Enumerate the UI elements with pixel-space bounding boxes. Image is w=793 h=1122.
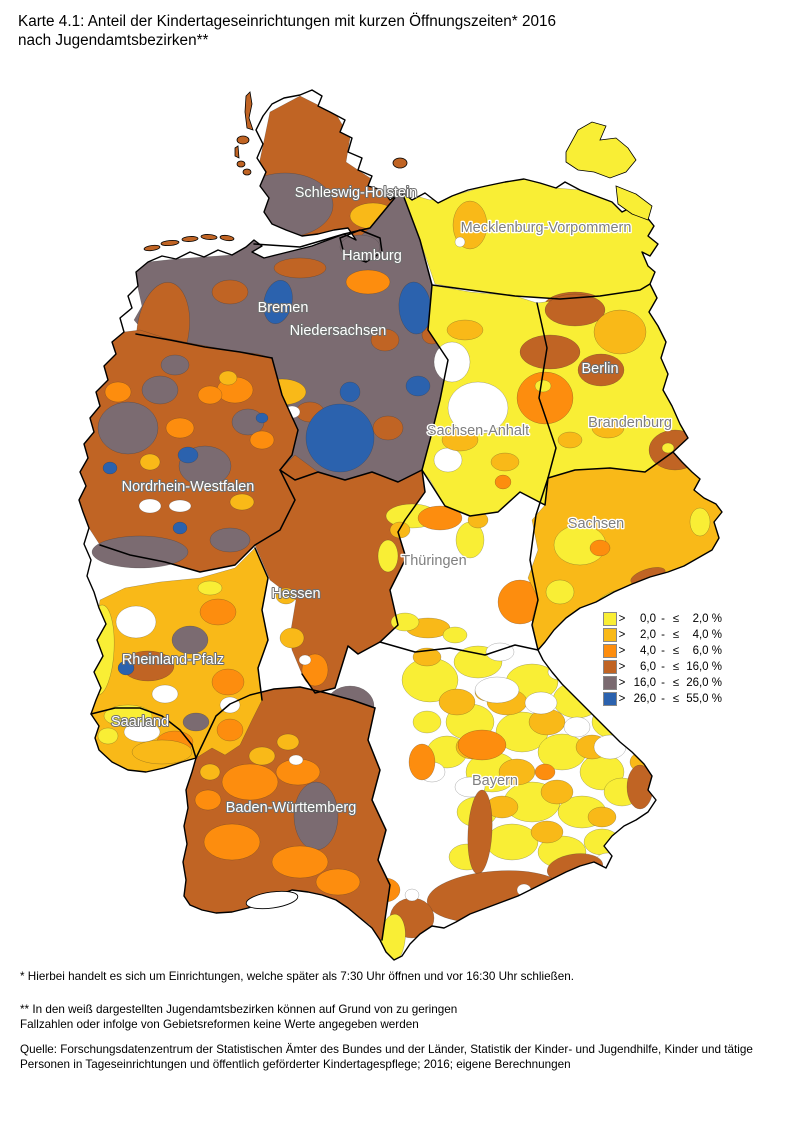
footnote-no-data-line1: ** In den weiß dargestellten Jugendamtsb…	[20, 1003, 458, 1016]
legend-dash-2: -	[661, 645, 665, 657]
state-label-niedersachsen: Niedersachsen	[290, 323, 387, 339]
legend-from-3: 6,0	[640, 661, 656, 673]
legend-le-5: ≤	[672, 693, 680, 705]
legend-le-0: ≤	[672, 613, 680, 625]
state-label-schleswig-holstein: Schleswig-Holstein	[295, 185, 418, 201]
legend-dash-5: -	[661, 693, 665, 705]
legend-swatch-2	[603, 644, 617, 658]
legend-to-5: 55,0 %	[686, 693, 722, 705]
islands	[143, 91, 653, 252]
legend-dash-4: -	[661, 677, 665, 689]
map-title-line2: nach Jugendamtsbezirken**	[18, 32, 209, 49]
footnote-no-data: ** In den weiß dargestellten Jugendamtsb…	[20, 1002, 720, 1032]
state-label-berlin: Berlin	[581, 361, 618, 377]
source-note-line2: Personen in Tageseinrichtungen und öffen…	[20, 1058, 571, 1071]
lake-constance	[245, 890, 299, 910]
legend-row-3: >6,0- ≤16,0 %	[603, 659, 722, 675]
state-label-nordrhein-westfalen: Nordrhein-Westfalen	[122, 479, 255, 495]
legend-row-4: >16,0- ≤26,0 %	[603, 675, 722, 691]
legend-le-4: ≤	[672, 677, 680, 689]
legend-to-0: 2,0 %	[692, 613, 722, 625]
lakes	[245, 890, 299, 910]
legend-dash-1: -	[661, 629, 665, 641]
legend-swatch-5	[603, 692, 617, 706]
legend-to-2: 6,0 %	[692, 645, 722, 657]
source-note-line1: Quelle: Forschungsdatenzentrum der Stati…	[20, 1043, 753, 1056]
legend-from-2: 4,0	[640, 645, 656, 657]
legend-gt-0: >	[618, 613, 626, 625]
legend-le-1: ≤	[672, 629, 680, 641]
state-label-bayern: Bayern	[472, 773, 518, 789]
legend-dash-0: -	[661, 613, 665, 625]
legend-gt-2: >	[618, 645, 626, 657]
legend-gt-5: >	[618, 693, 626, 705]
map-legend: >0,0- ≤2,0 % >2,0- ≤4,0 % >4,0- ≤6,0 % >6,0- ≤1…	[603, 611, 722, 707]
state-labels: Schleswig-Holstein Hamburg Mecklenburg-Vor…	[110, 184, 673, 817]
legend-row-0: >0,0- ≤2,0 %	[603, 611, 722, 627]
legend-to-1: 4,0 %	[692, 629, 722, 641]
germany-outline	[78, 89, 723, 961]
legend-to-3: 16,0 %	[686, 661, 722, 673]
footnote-no-data-line2: Fallzahlen oder infolge von Gebietsrefor…	[20, 1018, 419, 1031]
source-note: Quelle: Forschungsdatenzentrum der Stati…	[20, 1042, 780, 1072]
state-label-sachsen: Sachsen	[568, 516, 624, 532]
state-label-bremen: Bremen	[258, 300, 309, 316]
map-title-line1: Karte 4.1: Anteil der Kindertageseinrich…	[18, 13, 556, 30]
state-label-rheinland-pfalz: Rheinland-Pfalz	[122, 652, 224, 668]
state-label-baden-w-rttemberg: Baden-Württemberg	[226, 800, 357, 816]
legend-gt-4: >	[618, 677, 626, 689]
map-title: Karte 4.1: Anteil der Kindertageseinrich…	[18, 12, 556, 50]
legend-swatch-4	[603, 676, 617, 690]
footnote-opening-hours: * Hierbei handelt es sich um Einrichtung…	[20, 969, 760, 984]
legend-le-3: ≤	[672, 661, 680, 673]
state-label-sachsen-anhalt: Sachsen-Anhalt	[427, 423, 529, 439]
state-label-saarland: Saarland	[111, 714, 169, 730]
legend-row-2: >4,0- ≤6,0 %	[603, 643, 722, 659]
legend-to-4: 26,0 %	[686, 677, 722, 689]
state-label-th-ringen: Thüringen	[401, 553, 466, 569]
legend-gt-1: >	[618, 629, 626, 641]
legend-swatch-1	[603, 628, 617, 642]
footnote-opening-hours-text: * Hierbei handelt es sich um Einrichtung…	[20, 970, 574, 983]
state-label-brandenburg: Brandenburg	[588, 415, 672, 431]
legend-gt-3: >	[618, 661, 626, 673]
legend-dash-3: -	[661, 661, 665, 673]
legend-le-2: ≤	[672, 645, 680, 657]
state-label-hessen: Hessen	[271, 586, 320, 602]
legend-from-1: 2,0	[640, 629, 656, 641]
legend-from-0: 0,0	[640, 613, 656, 625]
legend-swatch-0	[603, 612, 617, 626]
legend-swatch-3	[603, 660, 617, 674]
state-label-hamburg: Hamburg	[342, 248, 402, 264]
state-label-mecklenburg-vorpommern: Mecklenburg-Vorpommern	[461, 220, 632, 236]
legend-row-1: >2,0- ≤4,0 %	[603, 627, 722, 643]
state-borders	[90, 191, 674, 941]
region-fills	[79, 95, 722, 960]
legend-from-5: 26,0	[633, 693, 656, 705]
legend-rows: >0,0- ≤2,0 % >2,0- ≤4,0 % >4,0- ≤6,0 % >6,0- ≤1…	[603, 611, 722, 707]
legend-row-5: >26,0- ≤55,0 %	[603, 691, 722, 707]
legend-from-4: 16,0	[633, 677, 656, 689]
